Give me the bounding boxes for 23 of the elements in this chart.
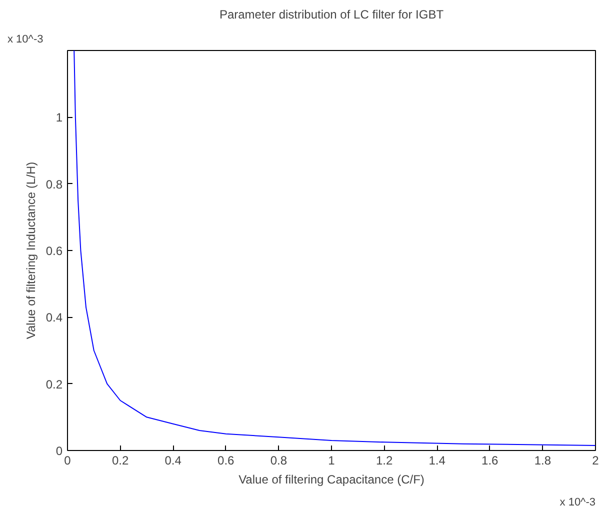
x-tick-label: 0.4 <box>164 454 182 468</box>
y-tick-label: 0 <box>56 444 63 458</box>
line-series <box>74 50 596 446</box>
x-tick-label: 1.6 <box>482 454 499 468</box>
y-tick-label: 1 <box>56 110 63 125</box>
chart-title: Parameter distribution of LC filter for IGBT <box>219 8 444 22</box>
x-tick-label: 1.2 <box>376 454 393 468</box>
text: x 10^-3 <box>8 34 44 46</box>
x-axis-title: Value of filtering Capacitance (C/F) <box>238 472 424 486</box>
x-tick-label: 0.6 <box>218 454 235 468</box>
text: x 10^-3 <box>560 496 596 508</box>
x-tick-label: 1 <box>328 454 336 468</box>
y-tick-label: 0.2 <box>46 377 63 392</box>
x-tick-label: 0 <box>64 454 72 468</box>
y-axis-title: Value of filtering Inductance (L/H) <box>24 162 38 340</box>
x-tick-label: 1.8 <box>534 454 552 468</box>
x-tick-label: 1.4 <box>428 454 446 468</box>
x-tick-label: 2 <box>592 454 600 468</box>
y-tick-label: 0.6 <box>46 244 63 258</box>
y-tick-label: 0.4 <box>46 310 63 325</box>
y-tick-label: 0.8 <box>46 177 63 192</box>
x-tick-label: 0.8 <box>270 454 288 468</box>
x-tick-label: 0.2 <box>112 454 129 468</box>
